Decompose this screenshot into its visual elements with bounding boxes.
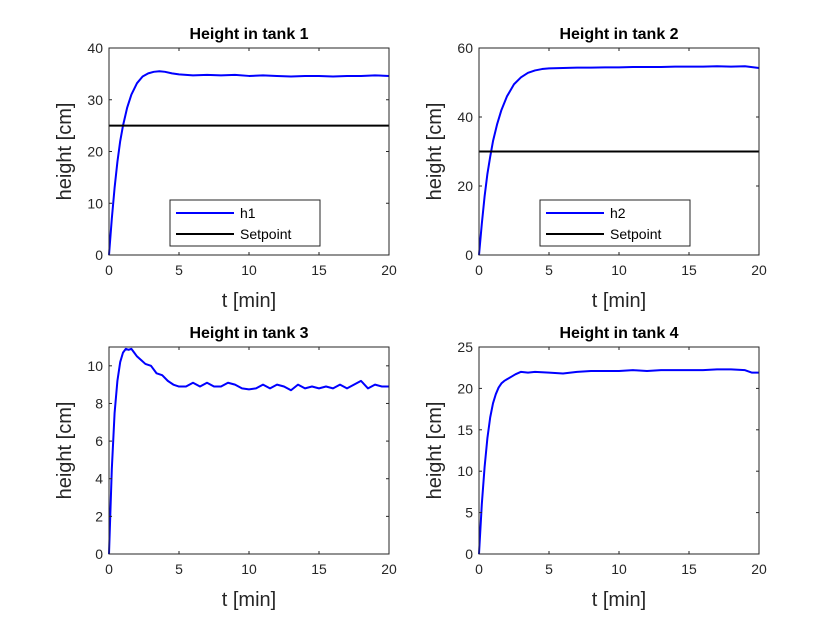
y-tick-label: 2	[95, 508, 103, 524]
y-axis-label: height [cm]	[424, 402, 446, 500]
x-tick-label: 15	[681, 561, 697, 577]
y-tick-label: 20	[457, 178, 473, 194]
y-tick-label: 0	[95, 546, 103, 562]
y-axis-label: height [cm]	[424, 103, 446, 201]
subplot-2: 0 5 10 15 20 0 20 40 60 Height in tank 2 t [min] he…	[424, 26, 767, 312]
legend-box	[169, 199, 321, 247]
subplot-title: Height in tank 3	[189, 325, 308, 342]
y-tick-label: 10	[457, 463, 473, 479]
y-tick-label: 0	[465, 247, 473, 263]
x-tick-label: 0	[105, 561, 113, 577]
y-tick-label: 10	[87, 195, 103, 211]
x-tick-label: 0	[105, 262, 113, 278]
legend-label: Setpoint	[240, 226, 291, 242]
height-series-line	[478, 368, 759, 555]
y-tick-label: 8	[95, 395, 103, 411]
x-tick-label: 15	[311, 561, 327, 577]
subplot-title: Height in tank 2	[559, 26, 678, 43]
x-tick-label: 20	[381, 262, 397, 278]
subplot-4: 0 5 10 15 20 0 5 10 15 20 25 Height in tank 4 t [min…	[424, 325, 767, 611]
x-tick-label: 0	[475, 262, 483, 278]
x-axis-label: t [min]	[592, 589, 646, 611]
y-tick-label: 5	[465, 505, 473, 521]
legend: h1 Setpoint	[169, 199, 321, 247]
x-tick-label: 5	[175, 262, 183, 278]
subplot-title: Height in tank 4	[559, 325, 678, 342]
y-tick-label: 4	[95, 471, 103, 487]
x-tick-label: 10	[611, 262, 627, 278]
x-tick-label: 10	[611, 561, 627, 577]
legend-label: h1	[240, 205, 256, 221]
y-tick-label: 0	[95, 247, 103, 263]
h2-series-line	[478, 65, 760, 256]
height-series-line	[108, 347, 389, 555]
y-tick-label: 20	[457, 380, 473, 396]
x-tick-label: 20	[751, 262, 767, 278]
y-tick-label: 25	[457, 339, 473, 355]
x-tick-label: 10	[241, 262, 257, 278]
subplot-1: 0 5 10 15 20 0 10 20 30 40 Height in tank 1 t [min]…	[54, 26, 397, 312]
subplot-3: 0 5 10 15 20 0 2 4 6 8 10 Height in tank 3 t [min] he…	[54, 325, 397, 611]
y-tick-label: 40	[457, 109, 473, 125]
x-tick-label: 10	[241, 561, 257, 577]
y-tick-label: 10	[87, 358, 103, 374]
subplot-title: Height in tank 1	[189, 26, 308, 43]
y-axis-label: height [cm]	[54, 103, 76, 201]
x-tick-label: 5	[175, 561, 183, 577]
y-tick-label: 60	[457, 40, 473, 56]
y-tick-label: 40	[87, 40, 103, 56]
legend-label: Setpoint	[610, 226, 661, 242]
plot-area	[479, 347, 759, 554]
y-tick-label: 6	[95, 433, 103, 449]
y-tick-label: 15	[457, 422, 473, 438]
x-tick-label: 20	[751, 561, 767, 577]
y-tick-label: 30	[87, 92, 103, 108]
x-tick-label: 20	[381, 561, 397, 577]
x-tick-label: 15	[681, 262, 697, 278]
plot-area	[109, 347, 389, 554]
legend: h2 Setpoint	[539, 199, 691, 247]
x-axis-label: t [min]	[222, 589, 276, 611]
x-axis-label: t [min]	[222, 290, 276, 312]
x-tick-label: 15	[311, 262, 327, 278]
x-tick-label: 0	[475, 561, 483, 577]
y-axis-label: height [cm]	[54, 402, 76, 500]
legend-box	[539, 199, 691, 247]
y-tick-label: 20	[87, 144, 103, 160]
x-tick-label: 5	[545, 561, 553, 577]
legend-label: h2	[610, 205, 626, 221]
x-axis-label: t [min]	[592, 290, 646, 312]
y-tick-label: 0	[465, 546, 473, 562]
x-tick-label: 5	[545, 262, 553, 278]
